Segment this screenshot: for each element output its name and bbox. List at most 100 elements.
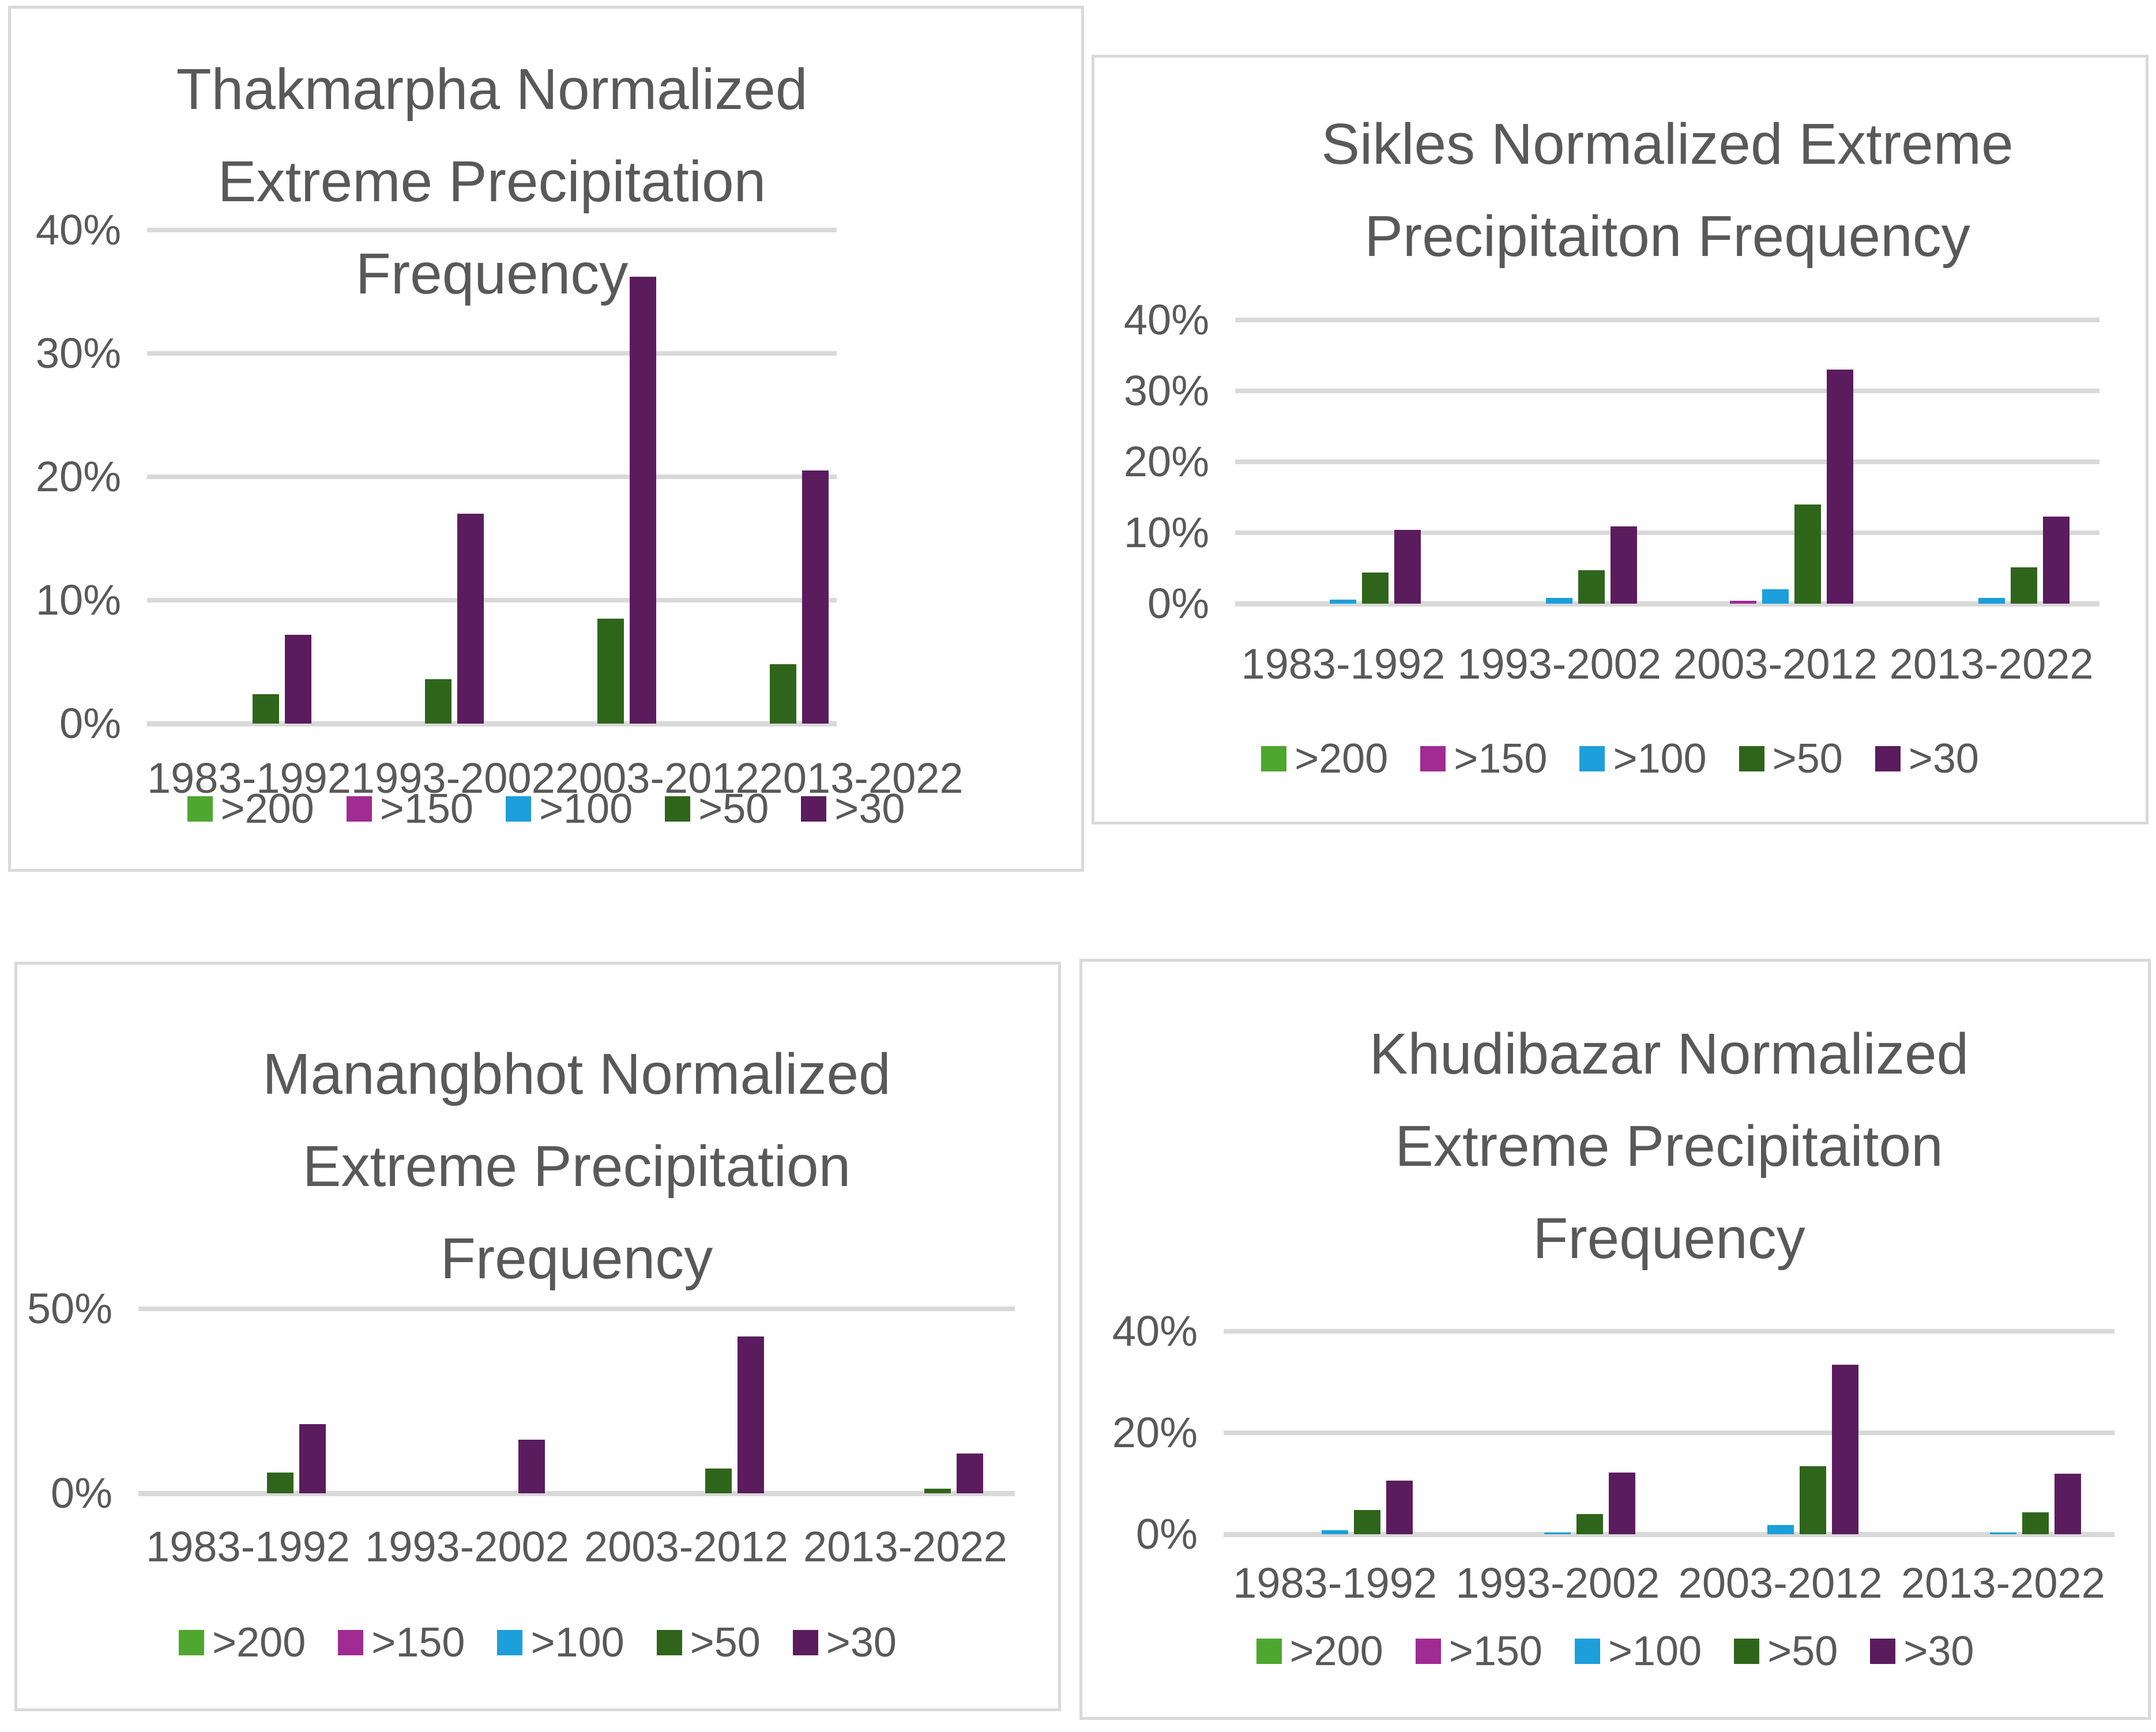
y-tick-label: 50%	[27, 1285, 112, 1332]
legend-swatch-gt150	[1415, 1639, 1441, 1664]
legend-label: >150	[379, 786, 473, 832]
bar->30	[738, 1336, 764, 1493]
legend-item: >100	[1579, 738, 1707, 780]
y-tick-label: 0%	[59, 699, 121, 747]
plot-area	[1235, 320, 2099, 604]
chart-title: Sikles Normalized Extreme Precipitaiton …	[1235, 98, 2099, 283]
y-tick-label: 30%	[35, 329, 121, 377]
plot-area	[147, 230, 837, 724]
x-axis-label: 2013-2022	[803, 1523, 1007, 1571]
legend-label: >150	[1454, 736, 1548, 782]
legend-item: >50	[1734, 1631, 1838, 1672]
gridline	[147, 721, 837, 726]
y-tick-label: 20%	[35, 453, 121, 500]
legend-item: >200	[187, 788, 314, 830]
y-tick-label: 40%	[1112, 1307, 1198, 1355]
bar->30	[1831, 1365, 1858, 1534]
x-axis-label: 1983-1992	[147, 754, 351, 802]
x-axis-label: 2003-2012	[1673, 640, 1877, 688]
y-tick-label: 20%	[1123, 438, 1209, 485]
bar-group-2003-2012	[1668, 320, 1884, 604]
bar->30	[802, 470, 829, 724]
legend-swatch-gt30	[1875, 746, 1901, 771]
bar->30	[957, 1453, 983, 1493]
bar-group-2003-2012	[1669, 1331, 1892, 1534]
chart-title-line: Extreme Precipitation	[217, 149, 766, 214]
legend-swatch-gt50	[1734, 1639, 1760, 1664]
gridline	[1224, 1531, 2114, 1537]
legend-label: >100	[530, 1620, 624, 1666]
legend-swatch-gt50	[656, 1630, 682, 1655]
chart-title-line: Frequency	[440, 1226, 713, 1291]
legend-swatch-gt30	[801, 796, 827, 822]
legend-label: >200	[1289, 1628, 1383, 1674]
x-axis-labels: 1983-1992 1993-2002 2003-2012 2013-2022	[147, 754, 964, 802]
bar->30	[518, 1439, 545, 1493]
y-tick-label: 10%	[35, 576, 121, 624]
gridline	[1235, 601, 2099, 607]
legend-item: >100	[497, 1622, 624, 1663]
x-axis-label: 1993-2002	[1457, 640, 1662, 688]
bar-group-1993-2002	[319, 230, 492, 724]
legend-label: >100	[539, 786, 633, 832]
bar->50	[252, 694, 279, 724]
legend-label: >30	[1903, 1628, 1974, 1674]
legend-swatch-gt150	[346, 796, 372, 822]
bar->50	[1794, 504, 1821, 604]
bar-group-1983-1992	[147, 230, 319, 724]
legend-label: >30	[826, 1620, 897, 1666]
bar->100	[1544, 1533, 1571, 1534]
legend-swatch-gt150	[338, 1630, 364, 1655]
bar->30	[1386, 1480, 1413, 1534]
chart-legend: >200 >150 >100 >50 >30	[1082, 1631, 2148, 1672]
legend-item: >50	[665, 788, 769, 830]
legend-swatch-gt150	[1420, 746, 1446, 771]
legend-item: >150	[1420, 738, 1547, 780]
legend-swatch-gt100	[505, 796, 531, 822]
legend-item: >150	[1415, 1631, 1542, 1672]
legend-label: >200	[212, 1620, 306, 1666]
legend-swatch-gt200	[179, 1630, 205, 1655]
y-tick-label: 0%	[51, 1469, 112, 1517]
bar->30	[2054, 1474, 2081, 1534]
bar-group-1993-2002	[1451, 320, 1668, 604]
legend-item: >200	[1261, 738, 1388, 780]
chart-panel-thakmarpha: Thakmarpha Normalized Extreme Precipitat…	[8, 6, 1084, 872]
bar->50	[597, 619, 624, 724]
legend-swatch-gt100	[497, 1630, 523, 1655]
gridline	[1224, 1430, 2114, 1435]
chart-legend: >200 >150 >100 >50 >30	[1094, 738, 2146, 780]
bar->50	[424, 679, 451, 724]
chart-title-line: Thakmarpha Normalized	[176, 57, 808, 122]
bar-group-1993-2002	[1446, 1331, 1669, 1534]
chart-title-line: Frequency	[1533, 1206, 1805, 1271]
legend-label: >50	[1772, 736, 1843, 782]
chart-title: Manangbhot Normalized Extreme Precipitat…	[138, 1028, 1015, 1305]
legend-item: >100	[1574, 1631, 1702, 1672]
bar->50	[1799, 1466, 1826, 1534]
gridline	[1224, 1329, 2114, 1334]
bar-group-2013-2022	[1883, 320, 2099, 604]
bar->50	[1576, 1513, 1604, 1534]
legend-label: >150	[371, 1620, 465, 1666]
legend-item: >100	[505, 786, 633, 832]
bar->100	[1767, 1525, 1794, 1534]
gridline	[1235, 460, 2099, 464]
chart-title-line: Sikles Normalized Extreme	[1321, 112, 2014, 176]
legend-swatch-gt200	[1256, 1639, 1282, 1664]
chart-panel-manangbhot: Manangbhot Normalized Extreme Precipitat…	[14, 962, 1061, 1711]
bar-group-1983-1992	[1224, 1331, 1446, 1534]
legend-swatch-gt50	[665, 796, 691, 822]
gridline	[147, 598, 837, 603]
x-axis-labels: 1983-1992 1993-2002 2003-2012 2013-2022	[1235, 641, 2099, 687]
gridline	[1235, 318, 2099, 322]
legend-swatch-gt100	[1574, 1639, 1600, 1664]
y-tick-label: 20%	[1112, 1409, 1198, 1456]
x-axis-label: 2013-2022	[759, 754, 964, 802]
y-tick-label: 30%	[1123, 367, 1209, 415]
x-axis-label: 2013-2022	[1901, 1559, 2105, 1607]
bar->50	[1578, 570, 1605, 604]
bar->100	[1978, 598, 2005, 604]
bar-group-1993-2002	[358, 1309, 577, 1493]
legend-swatch-gt100	[1579, 746, 1605, 771]
